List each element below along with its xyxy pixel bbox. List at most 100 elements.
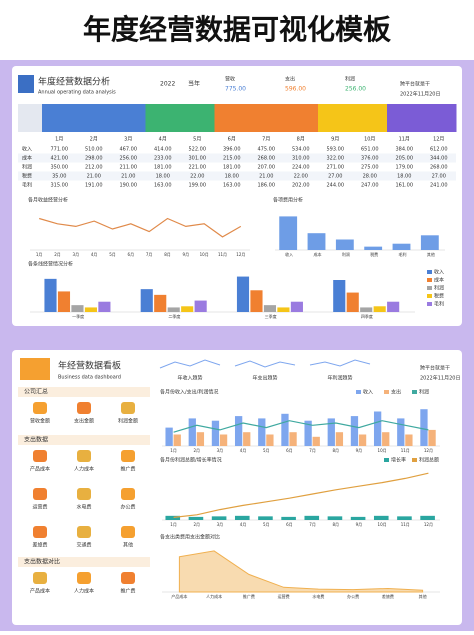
section-header	[18, 557, 150, 567]
row-stripe	[18, 153, 456, 163]
bar	[373, 306, 386, 312]
item-label: 差旅费	[32, 542, 47, 549]
month-band	[283, 104, 319, 132]
cell: 384.00	[396, 147, 414, 153]
cell: 268.00	[258, 156, 276, 162]
x-tick-label: 3月	[217, 522, 224, 527]
bar	[181, 306, 194, 312]
x-tick-label: 12月	[424, 448, 433, 453]
bar	[364, 246, 383, 250]
row-stripe	[18, 171, 456, 181]
x-tick-label: 10月	[200, 252, 209, 257]
x-tick-label: 11月	[401, 522, 410, 527]
month-band	[145, 104, 181, 132]
month-label: 8月	[297, 137, 305, 143]
brand: 跨平台就是干	[420, 365, 450, 372]
cell: 211.00	[120, 165, 138, 171]
x-tick-label: 毛利	[399, 251, 407, 257]
bar	[173, 434, 181, 446]
cell: 21.00	[87, 174, 101, 180]
month-band	[42, 104, 77, 132]
sparkline	[234, 360, 296, 368]
bar	[196, 432, 205, 446]
cell: 350.00	[51, 165, 69, 171]
item-label: 办公费	[120, 504, 135, 511]
x-tick-label: 1月	[36, 252, 43, 257]
cell: 651.00	[361, 147, 379, 153]
x-tick-label: 7月	[146, 252, 153, 257]
bar	[167, 307, 180, 312]
x-tick-label: 3月	[73, 252, 80, 257]
bar	[360, 307, 373, 312]
chart-title: 各月份利润总额/增长率情况	[160, 457, 222, 464]
item-label: 支出金额	[74, 418, 94, 425]
icon	[77, 450, 91, 462]
x-tick-label: 2月	[193, 522, 200, 527]
cell: 186.00	[258, 183, 276, 189]
cell: 233.00	[154, 156, 172, 162]
bar	[84, 307, 97, 312]
x-tick-label: 利润	[342, 251, 350, 257]
month-label: 10月	[364, 137, 375, 143]
cell: 298.00	[85, 156, 103, 162]
bar	[194, 300, 207, 312]
item-label: 其他	[123, 542, 133, 549]
bar	[211, 516, 227, 520]
bar	[279, 216, 298, 250]
item-label: 交通费	[76, 542, 91, 549]
bar	[234, 416, 243, 446]
x-tick-label: 1月	[170, 448, 177, 453]
x-tick-label: 4月	[240, 448, 247, 453]
legend-label: 税费	[434, 293, 444, 300]
cell: 179.00	[396, 165, 414, 171]
logo	[18, 75, 34, 93]
x-tick-label: 12月	[236, 252, 245, 257]
bar	[188, 418, 196, 446]
legend-label: 支出	[391, 389, 401, 396]
month-label: 7月	[262, 137, 270, 143]
cell: 256.00	[120, 156, 138, 162]
x-tick-label: 4月	[240, 522, 247, 527]
x-tick-label: 成本	[314, 251, 322, 257]
icon	[33, 402, 47, 414]
title-band	[0, 0, 474, 60]
legend-swatch	[384, 390, 389, 394]
month-label: 1月	[55, 137, 63, 143]
icon	[121, 572, 135, 584]
bar	[281, 413, 289, 446]
month-band	[76, 104, 112, 132]
item-label: 水电费	[76, 504, 91, 511]
bar	[397, 516, 412, 520]
cell: 35.00	[52, 174, 66, 180]
x-tick-label: 2月	[54, 252, 61, 257]
x-tick-label: 7月	[309, 522, 316, 527]
cell: 376.00	[361, 156, 379, 162]
bar	[392, 243, 411, 250]
bar	[350, 416, 359, 446]
icon	[121, 488, 135, 500]
bar	[71, 305, 84, 312]
x-tick-label: 12月	[424, 522, 433, 527]
cell: 215.00	[223, 156, 241, 162]
bar	[420, 515, 435, 520]
month-band	[352, 104, 388, 132]
kpi-value: 256.00	[345, 86, 366, 93]
x-tick-label: 5月	[263, 448, 270, 453]
x-tick-label: 其他	[419, 593, 427, 599]
x-tick-label: 8月	[332, 522, 339, 527]
month-band	[249, 104, 284, 132]
x-tick-label: 2月	[193, 448, 200, 453]
cell: 199.00	[189, 183, 207, 189]
icon	[33, 526, 47, 538]
legend-swatch	[427, 294, 432, 298]
bar	[140, 289, 153, 312]
bar	[307, 233, 326, 250]
legend-swatch	[427, 286, 432, 290]
cell: 612.00	[430, 147, 448, 153]
x-tick-label: 运营费	[278, 593, 290, 599]
cell: 22.00	[190, 174, 204, 180]
bar	[373, 515, 389, 520]
x-tick-label: 人力成本	[206, 593, 222, 599]
panel-2	[12, 350, 462, 625]
bar	[211, 420, 220, 446]
